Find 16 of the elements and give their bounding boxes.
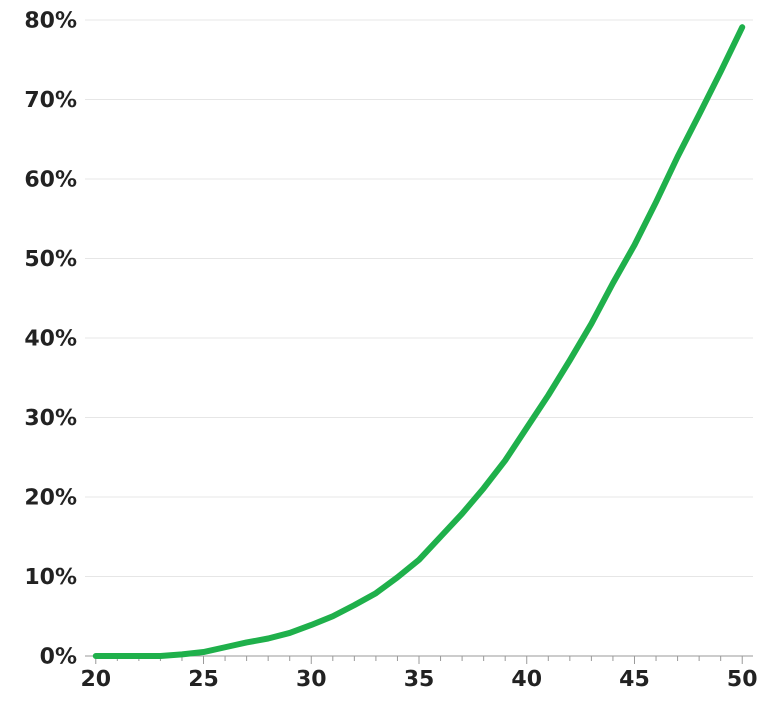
x-tick-label: 40 bbox=[511, 667, 542, 692]
x-tick-label: 45 bbox=[619, 667, 650, 692]
y-tick-label: 50% bbox=[24, 247, 77, 272]
y-tick-label: 80% bbox=[24, 8, 77, 34]
y-tick-label: 0% bbox=[40, 644, 77, 670]
x-tick-label: 50 bbox=[726, 667, 758, 692]
y-tick-label: 30% bbox=[24, 406, 77, 432]
y-tick-label: 70% bbox=[24, 88, 77, 114]
x-tick-label: 25 bbox=[188, 667, 219, 692]
x-tick-label: 20 bbox=[80, 667, 112, 692]
x-tick-label: 30 bbox=[296, 667, 327, 692]
x-tick-label: 35 bbox=[404, 667, 434, 692]
y-tick-label: 20% bbox=[24, 486, 77, 511]
y-tick-label: 60% bbox=[24, 168, 77, 193]
y-tick-label: 10% bbox=[24, 565, 77, 590]
y-tick-label: 40% bbox=[24, 326, 77, 352]
